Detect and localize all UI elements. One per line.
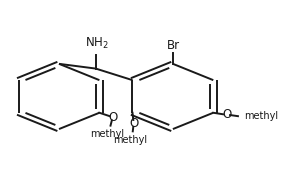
Text: NH$_2$: NH$_2$ bbox=[85, 36, 109, 51]
Text: O: O bbox=[108, 111, 118, 124]
Text: O: O bbox=[129, 117, 139, 130]
Text: methyl: methyl bbox=[90, 129, 124, 139]
Text: methyl: methyl bbox=[244, 111, 278, 121]
Text: Br: Br bbox=[167, 40, 180, 53]
Text: O: O bbox=[222, 108, 231, 121]
Text: methyl: methyl bbox=[113, 135, 147, 145]
